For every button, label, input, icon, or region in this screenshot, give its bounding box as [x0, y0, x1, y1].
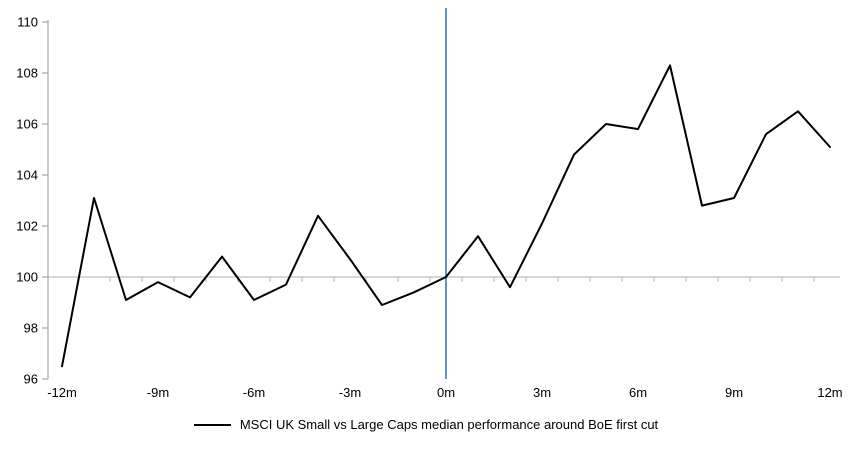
x-axis-label: -12m [47, 385, 77, 400]
legend-line-sample-icon [193, 423, 231, 426]
x-axis-label: 9m [725, 385, 743, 400]
y-axis-label: 100 [16, 270, 38, 285]
legend-label: MSCI UK Small vs Large Caps median perfo… [239, 417, 659, 432]
y-axis-label: 102 [16, 219, 38, 234]
y-axis-label: 110 [17, 15, 38, 30]
x-axis-label: 0m [437, 385, 455, 400]
x-axis-label: -9m [147, 385, 169, 400]
y-axis-label: 106 [16, 117, 38, 132]
y-axis-label: 96 [24, 372, 38, 387]
legend: MSCI UK Small vs Large Caps median perfo… [0, 417, 852, 432]
y-axis-label: 108 [16, 66, 38, 81]
x-axis-label: -6m [243, 385, 265, 400]
y-axis-label: 98 [24, 321, 38, 336]
series-line [61, 64, 831, 368]
x-axis-label: -3m [339, 385, 361, 400]
x-axis-label: 3m [533, 385, 551, 400]
x-axis-label: 6m [629, 385, 647, 400]
x-axis-label: 12m [817, 385, 842, 400]
y-axis-label: 104 [16, 168, 38, 183]
